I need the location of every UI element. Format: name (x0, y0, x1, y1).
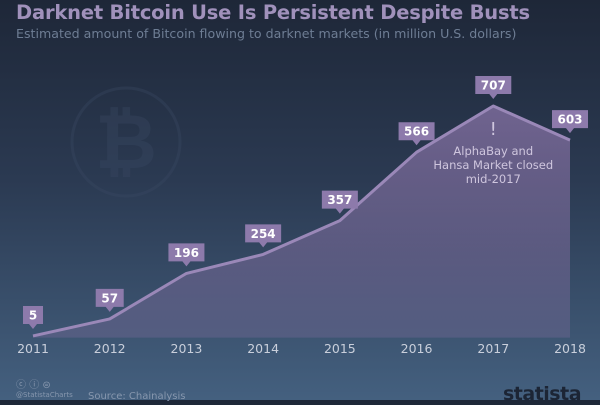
x-tick-label: 2016 (401, 341, 433, 356)
annotation-text: AlphaBay and (453, 144, 533, 158)
x-tick-label: 2017 (477, 341, 509, 356)
data-label-box (95, 288, 124, 312)
chart-title: Darknet Bitcoin Use Is Persistent Despit… (16, 1, 530, 24)
license-icons: ⓒ ⓘ ⊜ (16, 376, 51, 391)
annotation-text: mid-2017 (466, 172, 521, 186)
footer-source: Source: Chainalysis (88, 391, 186, 402)
data-label: 357 (327, 193, 352, 207)
svg-text:₿: ₿ (95, 97, 157, 186)
data-label: 707 (481, 79, 506, 93)
data-label: 57 (101, 291, 118, 305)
statista-logo: statista (503, 383, 582, 405)
data-label: 603 (557, 113, 582, 127)
bitcoin-icon: ₿ (70, 86, 182, 198)
x-tick-label: 2018 (554, 341, 586, 356)
data-label-box (475, 76, 512, 99)
x-tick-label: 2012 (94, 341, 126, 356)
data-label-box (23, 305, 43, 329)
data-label-box (321, 190, 358, 214)
series-line (32, 104, 571, 338)
annotation-text: Hansa Market closed (433, 158, 553, 172)
footer-handle: @StatistaCharts (16, 391, 73, 399)
x-tick-label: 2015 (324, 341, 356, 356)
cc-icon: ⓒ (16, 380, 26, 391)
chart-subtitle: Estimated amount of Bitcoin flowing to d… (16, 26, 517, 41)
data-label-box (398, 122, 435, 146)
data-label-box (552, 110, 588, 134)
data-label: 5 (29, 308, 37, 322)
no-derivatives-icon: ⊜ (42, 380, 51, 391)
x-tick-label: 2014 (247, 341, 279, 356)
data-label-box (245, 224, 282, 248)
x-tick-label: 2013 (171, 341, 203, 356)
attribution-icon: ⓘ (29, 380, 40, 391)
data-label: 196 (174, 246, 199, 260)
area-fill (33, 106, 570, 338)
exclamation-icon: ! (490, 119, 497, 140)
x-tick-label: 2011 (17, 341, 49, 356)
data-label: 566 (404, 125, 429, 139)
data-label-box (168, 243, 205, 267)
data-label: 254 (251, 227, 276, 241)
